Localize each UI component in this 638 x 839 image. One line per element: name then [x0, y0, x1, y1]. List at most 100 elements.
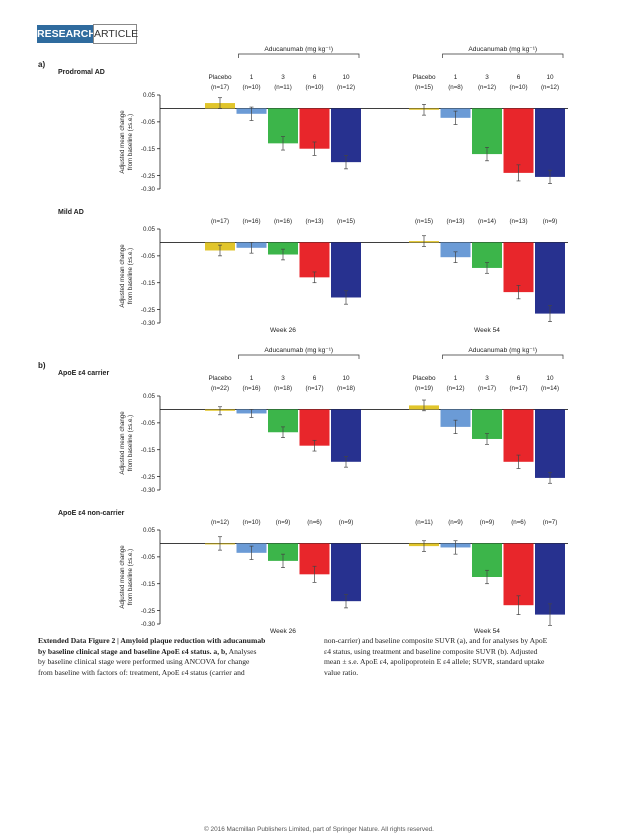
section-label: b): [38, 361, 46, 370]
y-tick-label: 0.05: [143, 92, 156, 99]
bar-week26-4: [331, 108, 361, 163]
dose-group-bracket: [442, 53, 564, 58]
n-label: (n=9): [543, 218, 558, 225]
y-axis-label: from baseline (±s.e.): [127, 415, 134, 471]
n-label: (n=18): [274, 385, 292, 392]
category-label: 6: [517, 375, 521, 382]
dose-group-label: Aducanumab (mg kg⁻¹): [468, 46, 537, 53]
bar-week26-2: [268, 543, 298, 561]
n-label: (n=10): [305, 84, 323, 91]
y-tick-label: -0.15: [141, 581, 156, 588]
y-tick-label: 0.05: [143, 527, 156, 534]
n-label: (n=13): [446, 218, 464, 225]
category-label: 10: [342, 375, 350, 382]
bar-week54-1: [440, 242, 471, 258]
y-tick-label: -0.15: [141, 146, 156, 153]
bar-week54-2: [472, 108, 502, 155]
week-label: Week 26: [270, 327, 296, 334]
n-label: (n=17): [509, 385, 527, 392]
caption-line: mean ± s.e. ApoE ε4, apolipoprotein E ε4…: [324, 657, 545, 667]
y-tick-label: -0.15: [141, 447, 156, 454]
caption-bold-text: Extended Data Figure 2 | Amyloid plaque …: [38, 636, 266, 645]
n-label: (n=15): [337, 218, 355, 225]
y-axis-label: Adjusted mean change: [119, 545, 126, 609]
bar-week26-2: [268, 409, 298, 433]
y-tick-label: 0.05: [143, 393, 156, 400]
n-label: (n=10): [242, 519, 260, 526]
y-tick-label: -0.15: [141, 280, 156, 287]
bar-week54-4: [535, 409, 565, 478]
copyright-footer: © 2016 Macmillan Publishers Limited, par…: [204, 826, 434, 833]
n-label: (n=6): [511, 519, 526, 526]
n-label: (n=14): [478, 218, 496, 225]
category-label: 1: [454, 375, 458, 382]
y-axis-label: Adjusted mean change: [119, 244, 126, 308]
y-tick-label: -0.30: [141, 186, 156, 193]
caption-bold-text: by baseline clinical stage and baseline …: [38, 646, 228, 656]
category-label: Placebo: [412, 375, 436, 382]
n-label: (n=12): [478, 84, 496, 91]
n-label: (n=17): [305, 385, 323, 392]
dose-group-bracket: [238, 53, 360, 58]
n-label: (n=22): [211, 385, 229, 392]
bar-week54-3: [503, 543, 534, 606]
y-tick-label: -0.05: [141, 554, 156, 561]
y-axis-label: from baseline (±s.e.): [127, 549, 134, 605]
category-label: 6: [517, 74, 521, 81]
n-label: (n=14): [541, 385, 559, 392]
figure-chart: a) Aducanumab (mg kg⁻¹) Aducanumab (mg kg⁻…: [38, 46, 568, 635]
n-label: (n=17): [211, 218, 229, 225]
category-label: 6: [313, 74, 317, 81]
n-label: (n=15): [415, 84, 433, 91]
category-label: 6: [313, 375, 317, 382]
caption-left: Extended Data Figure 2 | Amyloid plaque …: [38, 636, 310, 678]
n-label: (n=12): [446, 385, 464, 392]
bar-week54-3: [503, 409, 534, 462]
bar-week54-4: [535, 543, 565, 615]
bar-week26-2: [268, 242, 298, 255]
n-label: (n=17): [211, 84, 229, 91]
category-label: 10: [546, 74, 554, 81]
panel-title: Prodromal AD: [58, 69, 105, 76]
caption-line: from baseline with factors of: treatment…: [38, 667, 245, 677]
n-label: (n=9): [480, 519, 495, 526]
y-tick-label: -0.25: [141, 307, 156, 314]
n-label: (n=6): [307, 519, 322, 526]
n-label: (n=9): [339, 519, 354, 526]
n-label: (n=12): [337, 84, 355, 91]
n-label: (n=12): [211, 519, 229, 526]
n-label: (n=10): [509, 84, 527, 91]
n-label: (n=16): [242, 218, 260, 225]
n-label: (n=9): [448, 519, 463, 526]
caption-line: by baseline clinical stage and baseline …: [38, 646, 257, 656]
y-axis-label: Adjusted mean change: [119, 411, 126, 475]
category-label: 3: [281, 375, 285, 382]
y-tick-label: 0.05: [143, 226, 156, 233]
n-label: (n=11): [274, 84, 292, 91]
y-axis-label: from baseline (±s.e.): [127, 248, 134, 304]
bar-week54-1: [440, 409, 471, 427]
n-label: (n=13): [509, 218, 527, 225]
section-label: a): [38, 60, 45, 69]
n-label: (n=8): [448, 84, 463, 91]
week-label: Week 54: [474, 327, 500, 334]
category-label: Placebo: [208, 74, 232, 81]
dose-group-bracket: [238, 354, 360, 359]
bar-week54-4: [535, 108, 565, 177]
category-label: 1: [250, 74, 254, 81]
caption-line: Extended Data Figure 2 | Amyloid plaque …: [38, 636, 310, 647]
week-label: Week 26: [270, 628, 296, 635]
n-label: (n=16): [242, 385, 260, 392]
category-label: Placebo: [208, 375, 232, 382]
category-label: 1: [250, 375, 254, 382]
category-label: 10: [546, 375, 554, 382]
y-tick-label: -0.30: [141, 621, 156, 628]
y-tick-label: -0.30: [141, 487, 156, 494]
n-label: (n=9): [276, 519, 291, 526]
bar-week26-4: [331, 242, 361, 298]
caption-line: value ratio.: [324, 667, 359, 677]
category-label: 1: [454, 74, 458, 81]
category-label: 3: [485, 375, 489, 382]
bar-week54-3: [503, 108, 534, 173]
dose-group-label: Aducanumab (mg kg⁻¹): [264, 46, 333, 53]
